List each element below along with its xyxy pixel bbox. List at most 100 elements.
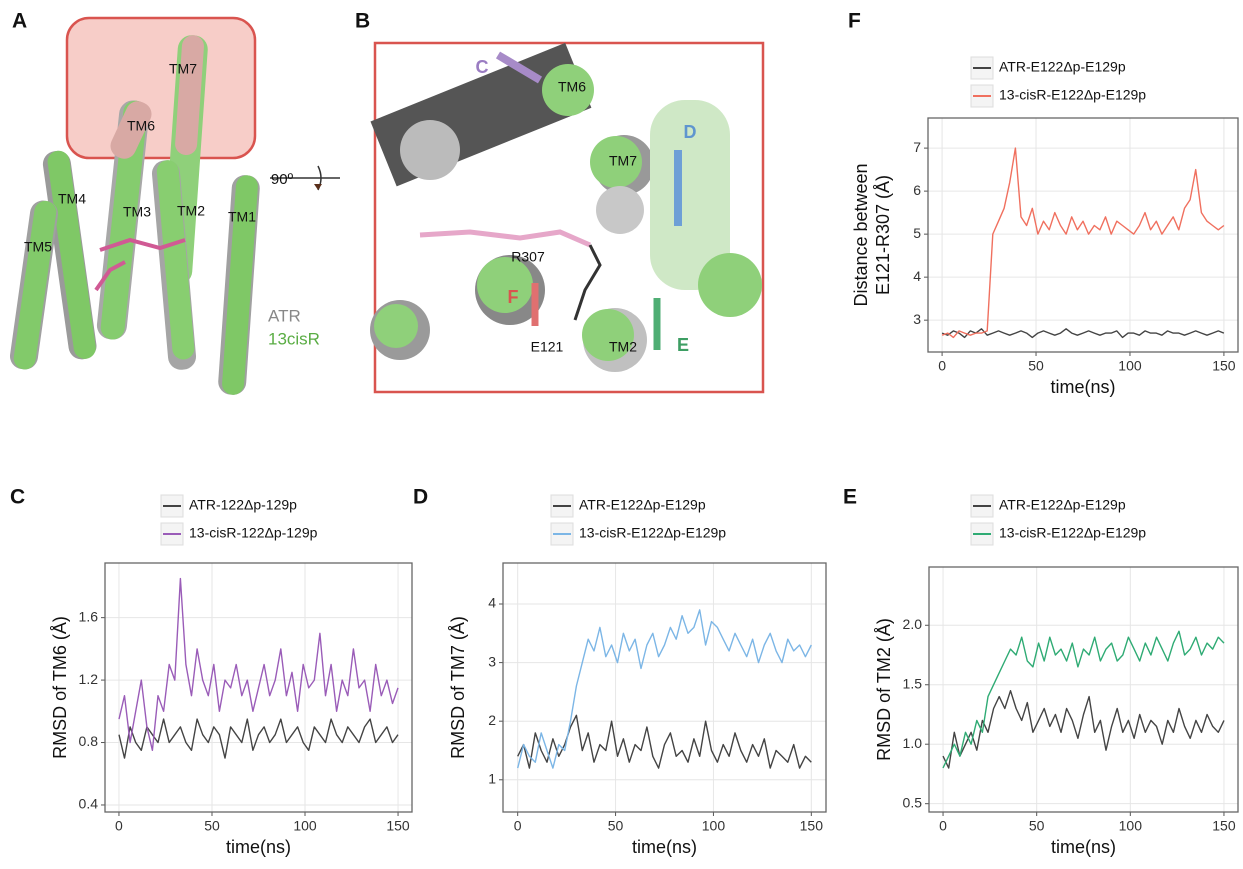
legend-text: 13-cisR-122Δp-129p: [189, 525, 318, 541]
panel-b-illustration: [370, 41, 765, 394]
plot-frame: [104, 562, 413, 813]
y-tick-label: 4: [488, 595, 496, 611]
legend-text: ATR-E122Δp-E129p: [999, 59, 1126, 75]
structure-label: R307: [511, 249, 545, 265]
y-tick-label: 1: [488, 770, 496, 786]
helix: [13, 200, 57, 370]
y-tick-label: 3: [488, 653, 496, 669]
x-tick-label: 50: [1028, 358, 1044, 374]
series-line: [941, 328, 1225, 339]
helix-end: [374, 304, 418, 348]
y-tick-label: 6: [913, 182, 921, 198]
ligand: [419, 229, 591, 248]
x-tick-label: 150: [1212, 358, 1236, 374]
helix-label: TM5: [24, 239, 52, 255]
panel-letter: E: [843, 486, 857, 509]
y-tick-label: 2: [488, 712, 496, 728]
legend-text: ATR-E122Δp-E129p: [579, 497, 706, 513]
structure-label: F: [508, 287, 519, 307]
series-line: [517, 609, 812, 769]
y-tick-label: 3: [913, 311, 921, 327]
y-axis-label: RMSD of TM2 (Å): [874, 618, 894, 761]
x-tick-label: 50: [608, 818, 624, 834]
y-tick-label: 1.6: [79, 608, 99, 624]
plot-background: [503, 563, 826, 812]
y-tick-label: 1.0: [903, 735, 923, 751]
x-tick-label: 100: [702, 818, 726, 834]
series-line: [942, 690, 1225, 769]
legend-text: ATR: [268, 306, 301, 325]
panel-letter: D: [413, 486, 428, 509]
rotation-label: 90º: [271, 171, 294, 188]
helix-end: [590, 136, 642, 188]
helix: [156, 160, 195, 360]
legend-text: ATR-122Δp-129p: [189, 497, 297, 513]
y-tick-label: 1.2: [79, 671, 99, 687]
helix-end: [698, 253, 762, 317]
x-tick-label: 50: [204, 818, 220, 834]
helix: [110, 101, 152, 159]
plot-frame: [927, 117, 1239, 353]
helix: [47, 150, 96, 359]
helix: [100, 100, 148, 340]
legend-text: 13-cisR-E122Δp-E129p: [579, 525, 726, 541]
series-line: [118, 718, 399, 759]
plot-background: [928, 118, 1238, 352]
structure-label: TM2: [609, 339, 637, 355]
structure-label: E121: [531, 339, 564, 355]
series-line: [118, 577, 399, 751]
x-tick-label: 150: [1212, 818, 1236, 834]
x-axis-label: time(ns): [226, 837, 291, 857]
helix-end: [400, 120, 460, 180]
plot-background: [929, 567, 1238, 812]
y-tick-label: 0.8: [79, 733, 99, 749]
x-tick-label: 0: [514, 818, 522, 834]
y-axis-label: Distance between: [851, 163, 871, 306]
structure-label: TM7: [609, 153, 637, 169]
helix: [650, 100, 730, 290]
y-tick-label: 5: [913, 225, 921, 241]
legend-text: ATR-E122Δp-E129p: [999, 497, 1126, 513]
series-line: [942, 630, 1225, 769]
x-tick-label: 100: [1119, 818, 1143, 834]
y-axis-label: E121-R307 (Å): [873, 175, 893, 295]
panel-letter: A: [12, 10, 27, 33]
x-tick-label: 150: [386, 818, 410, 834]
x-tick-label: 0: [938, 358, 946, 374]
helix: [175, 35, 204, 156]
x-axis-label: time(ns): [1051, 837, 1116, 857]
y-tick-label: 1.5: [903, 675, 923, 691]
structure-label: D: [684, 122, 697, 142]
y-axis-label: RMSD of TM7 (Å): [448, 616, 468, 759]
legend-text: 13-cisR-E122Δp-E129p: [999, 525, 1146, 541]
panel-letter: F: [848, 10, 861, 33]
x-tick-label: 0: [115, 818, 123, 834]
helix-label: TM6: [127, 118, 155, 134]
series-line: [941, 147, 1225, 339]
helix-label: TM7: [169, 61, 197, 77]
helix-end: [582, 309, 634, 361]
helix-label: TM2: [177, 203, 205, 219]
structure-label: TM6: [558, 79, 586, 95]
panel-letter: B: [355, 10, 370, 33]
helix-end: [477, 257, 533, 313]
x-tick-label: 50: [1029, 818, 1045, 834]
helix: [222, 175, 258, 395]
y-axis-label: RMSD of TM6 (Å): [50, 616, 70, 759]
helix-label: TM3: [123, 204, 151, 220]
arrow: [495, 51, 543, 84]
x-tick-label: 0: [939, 818, 947, 834]
panel-a-illustration: [9, 16, 340, 395]
structure-label: E: [677, 335, 689, 355]
helix-label: TM4: [58, 191, 86, 207]
x-tick-label: 100: [293, 818, 317, 834]
x-axis-label: time(ns): [632, 837, 697, 857]
helix-end: [596, 186, 644, 234]
rotation-arrow: [314, 184, 322, 190]
ligand: [99, 237, 186, 252]
helix-label: TM1: [228, 209, 256, 225]
y-tick-label: 4: [913, 268, 921, 284]
structure-label: C: [476, 57, 489, 77]
highlight-box: [65, 16, 257, 160]
